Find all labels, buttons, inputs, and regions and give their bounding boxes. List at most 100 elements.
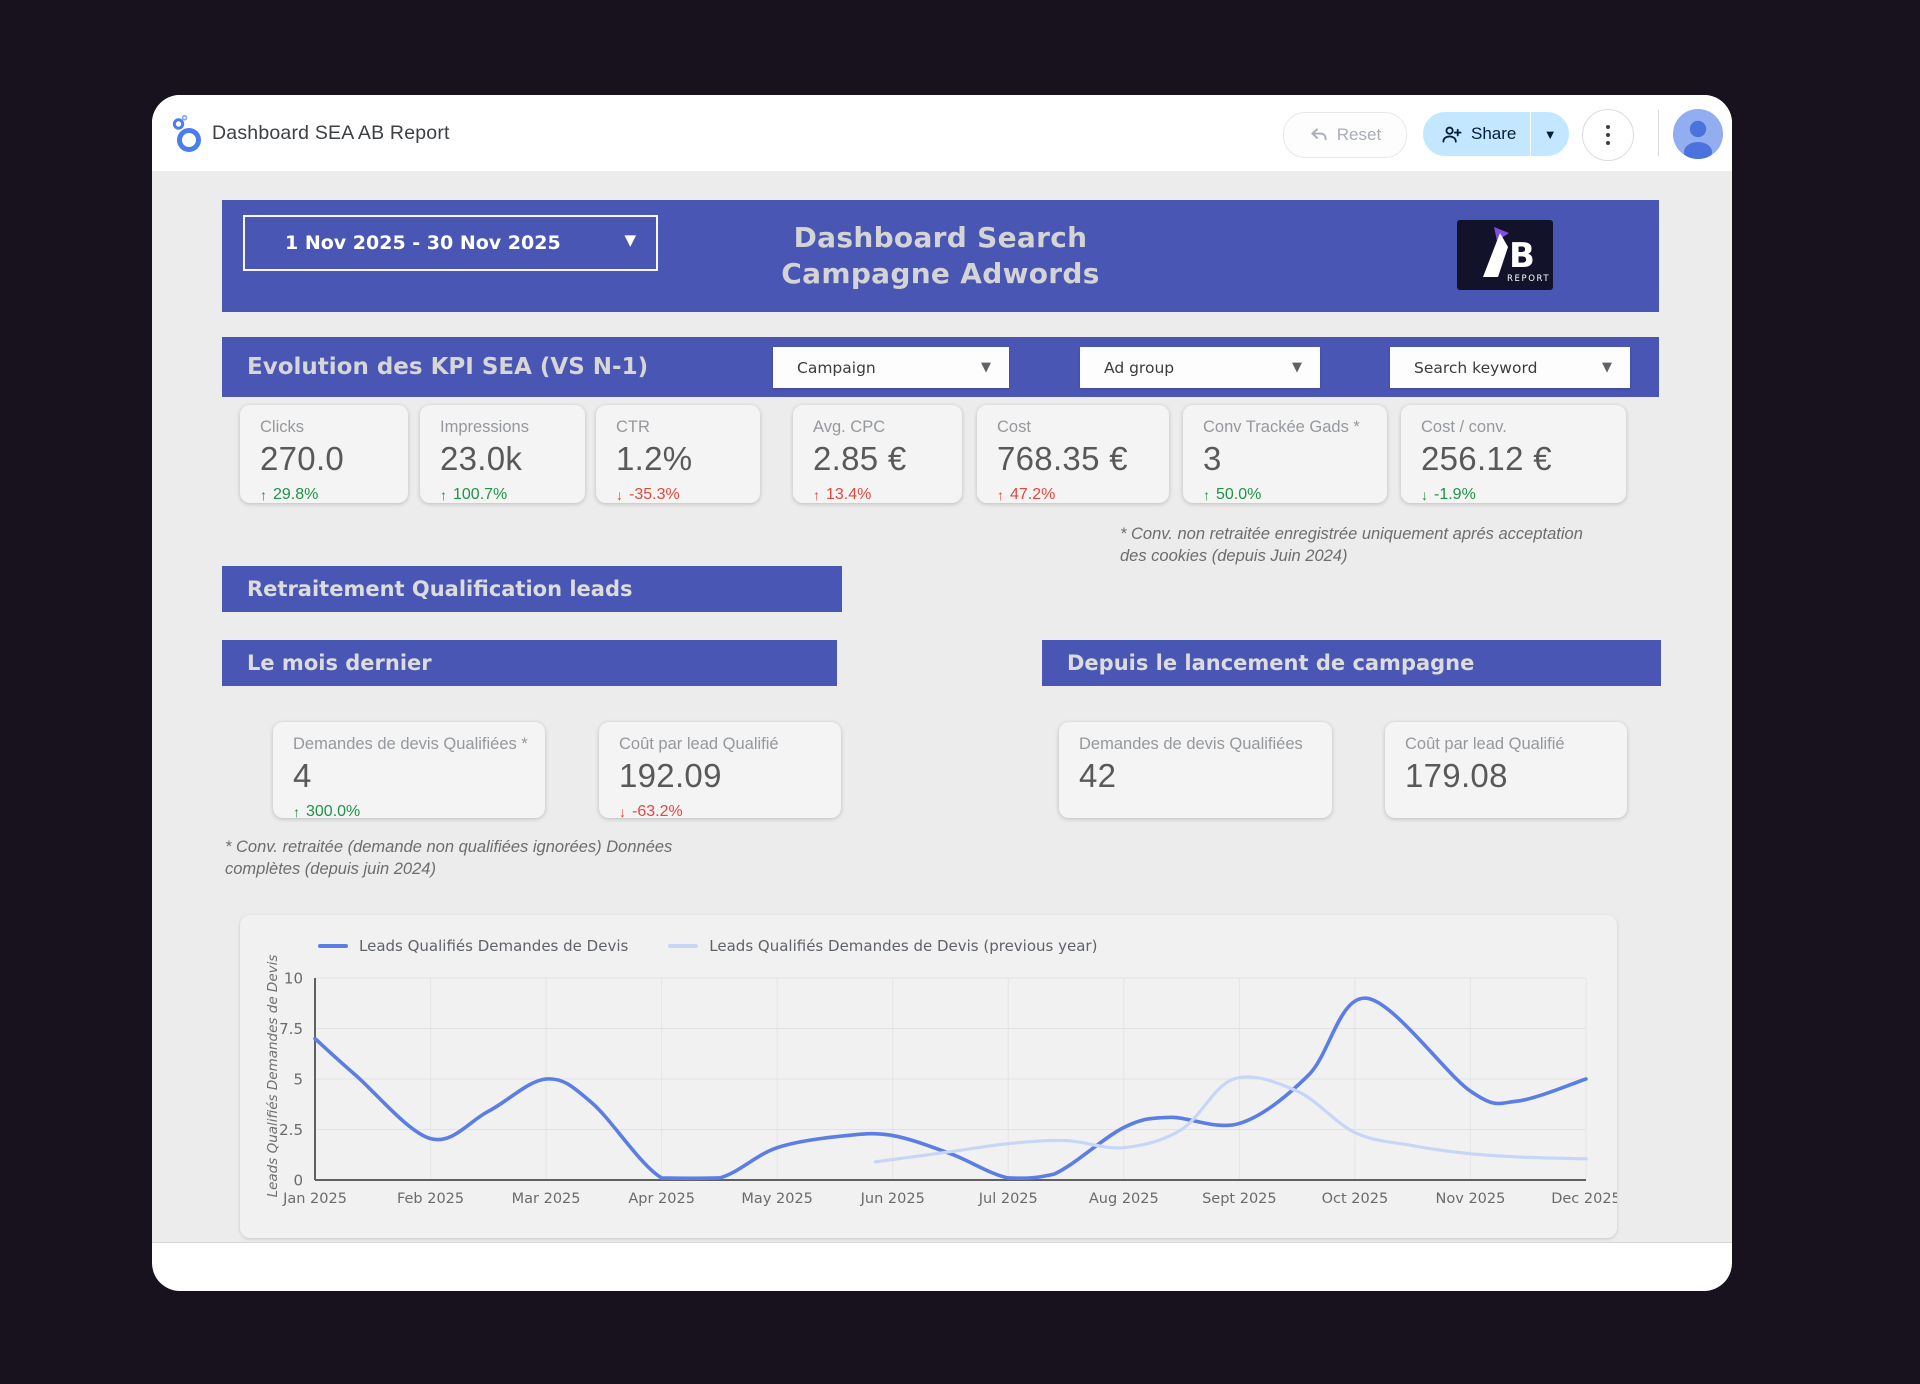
dot — [1606, 133, 1610, 137]
scorecard-label: Cost — [997, 418, 1159, 437]
reset-label: Reset — [1337, 125, 1381, 145]
scorecard-clicks: Clicks 270.0 ↑29.8% — [240, 405, 408, 503]
campaign-filter-dropdown[interactable]: Campaign ▼ — [773, 347, 1009, 388]
banner: 1 Nov 2025 - 30 Nov 2025 ▼ Dashboard Sea… — [222, 200, 1659, 312]
trend-arrow-icon: ↑ — [293, 804, 300, 820]
scorecard-label: Clicks — [260, 418, 398, 437]
trend-arrow-icon: ↑ — [1203, 487, 1210, 503]
x-tick-label: Apr 2025 — [628, 1191, 695, 1207]
x-tick-label: Aug 2025 — [1089, 1191, 1159, 1207]
scorecard-label: Demandes de devis Qualifiées — [1079, 735, 1322, 754]
scorecard-ctr: CTR 1.2% ↓-35.3% — [596, 405, 760, 503]
leads-time-series-chart[interactable]: Leads Qualifiés Demandes de Devis Leads … — [240, 915, 1617, 1238]
person-add-icon — [1441, 124, 1462, 145]
scorecard-delta: ↑100.7% — [440, 486, 575, 504]
scorecard-impressions: Impressions 23.0k ↑100.7% — [420, 405, 585, 503]
chart-plot-area: 02.557.510Jan 2025Feb 2025Mar 2025Apr 20… — [240, 915, 1617, 1238]
logo-letter-b: B — [1509, 236, 1535, 276]
x-tick-label: May 2025 — [741, 1191, 813, 1207]
reset-button[interactable]: Reset — [1283, 112, 1407, 158]
y-tick-label: 5 — [293, 1071, 303, 1089]
scorecard-value: 192.09 — [619, 757, 831, 795]
app-header: Dashboard SEA AB Report Reset Share — [152, 95, 1732, 171]
y-tick-label: 2.5 — [279, 1121, 303, 1139]
scorecard-delta: ↑50.0% — [1203, 486, 1377, 504]
ab-report-logo: B REPORT — [1457, 220, 1553, 290]
search-keyword-filter-dropdown[interactable]: Search keyword ▼ — [1390, 347, 1630, 388]
cookies-note: * Conv. non retraitée enregistrée unique… — [1120, 523, 1720, 568]
scorecard-cost-per-conv: Cost / conv. 256.12 € ↓-1.9% — [1401, 405, 1626, 503]
dot — [1606, 141, 1610, 145]
trend-arrow-icon: ↑ — [813, 487, 820, 503]
x-tick-label: Dec 2025 — [1551, 1191, 1617, 1207]
scorecard-delta: ↓-63.2% — [619, 803, 831, 821]
retraitement-section-title: Retraitement Qualification leads — [222, 566, 842, 612]
scorecard-label: Coût par lead Qualifié — [619, 735, 831, 754]
dot — [1606, 125, 1610, 129]
undo-icon — [1309, 126, 1328, 145]
dashboard-title-line2: Campagne Adwords — [222, 256, 1659, 292]
looker-studio-logo-icon[interactable] — [170, 115, 204, 153]
scorecard-label: CTR — [616, 418, 750, 437]
scorecard-label: Impressions — [440, 418, 575, 437]
share-button: Share ▼ — [1423, 112, 1569, 156]
retraitement-section-bar: Retraitement Qualification leads — [222, 566, 842, 612]
scorecard-avg-cpc: Avg. CPC 2.85 € ↑13.4% — [793, 405, 962, 503]
scorecard-delta: ↑13.4% — [813, 486, 952, 504]
trend-arrow-icon: ↓ — [1421, 487, 1428, 503]
scorecard-label: Cost / conv. — [1421, 418, 1616, 437]
ad-group-filter-label: Ad group — [1104, 359, 1174, 377]
trend-arrow-icon: ↑ — [997, 487, 1004, 503]
header-divider — [1658, 110, 1659, 156]
trend-arrow-icon: ↓ — [616, 487, 623, 503]
share-button-main[interactable]: Share — [1423, 112, 1530, 156]
x-tick-label: Jun 2025 — [860, 1191, 925, 1207]
scorecard-value: 768.35 € — [997, 440, 1159, 478]
since-launch-section-title: Depuis le lancement de campagne — [1042, 640, 1661, 686]
share-dropdown-caret[interactable]: ▼ — [1531, 112, 1569, 156]
report-canvas: 1 Nov 2025 - 30 Nov 2025 ▼ Dashboard Sea… — [152, 171, 1732, 1243]
user-avatar[interactable] — [1673, 109, 1723, 159]
more-options-button[interactable] — [1582, 109, 1634, 161]
scorecard-delta: ↑29.8% — [260, 486, 398, 504]
scorecard-leads-qualified-total: Demandes de devis Qualifiées 42 — [1059, 722, 1332, 818]
logo-text-report: REPORT — [1507, 274, 1550, 284]
scorecard-value: 270.0 — [260, 440, 398, 478]
dashboard-title-line1: Dashboard Search — [222, 220, 1659, 256]
scorecard-cost: Cost 768.35 € ↑47.2% — [977, 405, 1169, 503]
scorecard-value: 4 — [293, 757, 535, 795]
last-month-section-title: Le mois dernier — [222, 640, 837, 686]
looker-studio-window: Dashboard SEA AB Report Reset Share — [152, 95, 1732, 1291]
since-launch-section-bar: Depuis le lancement de campagne — [1042, 640, 1661, 686]
x-tick-label: Nov 2025 — [1436, 1191, 1506, 1207]
scorecard-value: 256.12 € — [1421, 440, 1616, 478]
chevron-down-icon: ▼ — [1292, 360, 1302, 375]
search-keyword-filter-label: Search keyword — [1414, 359, 1537, 377]
scorecard-value: 179.08 — [1405, 757, 1617, 795]
scorecard-delta: ↑300.0% — [293, 803, 535, 821]
x-tick-label: Jan 2025 — [282, 1191, 347, 1207]
ad-group-filter-dropdown[interactable]: Ad group ▼ — [1080, 347, 1320, 388]
scorecard-label: Conv Trackée Gads * — [1203, 418, 1377, 437]
scorecard-cost-per-lead-total: Coût par lead Qualifié 179.08 — [1385, 722, 1627, 818]
chevron-down-icon: ▼ — [981, 360, 991, 375]
last-month-section-bar: Le mois dernier — [222, 640, 837, 686]
chevron-down-icon: ▼ — [1602, 360, 1612, 375]
x-tick-label: Oct 2025 — [1322, 1191, 1389, 1207]
scorecard-value: 3 — [1203, 440, 1377, 478]
scorecard-value: 23.0k — [440, 440, 575, 478]
scorecard-label: Coût par lead Qualifié — [1405, 735, 1617, 754]
x-tick-label: Feb 2025 — [397, 1191, 464, 1207]
y-tick-label: 0 — [293, 1172, 303, 1190]
campaign-filter-label: Campaign — [797, 359, 876, 377]
trend-arrow-icon: ↑ — [260, 487, 267, 503]
trend-arrow-icon: ↑ — [440, 487, 447, 503]
dashboard-title: Dashboard Search Campagne Adwords — [222, 220, 1659, 292]
scorecard-value: 42 — [1079, 757, 1322, 795]
x-tick-label: Jul 2025 — [978, 1191, 1038, 1207]
y-tick-label: 10 — [284, 970, 303, 988]
scorecard-cost-per-lead-month: Coût par lead Qualifié 192.09 ↓-63.2% — [599, 722, 841, 818]
x-tick-label: Sept 2025 — [1202, 1191, 1277, 1207]
scorecard-label: Avg. CPC — [813, 418, 952, 437]
scorecard-delta: ↑47.2% — [997, 486, 1159, 504]
